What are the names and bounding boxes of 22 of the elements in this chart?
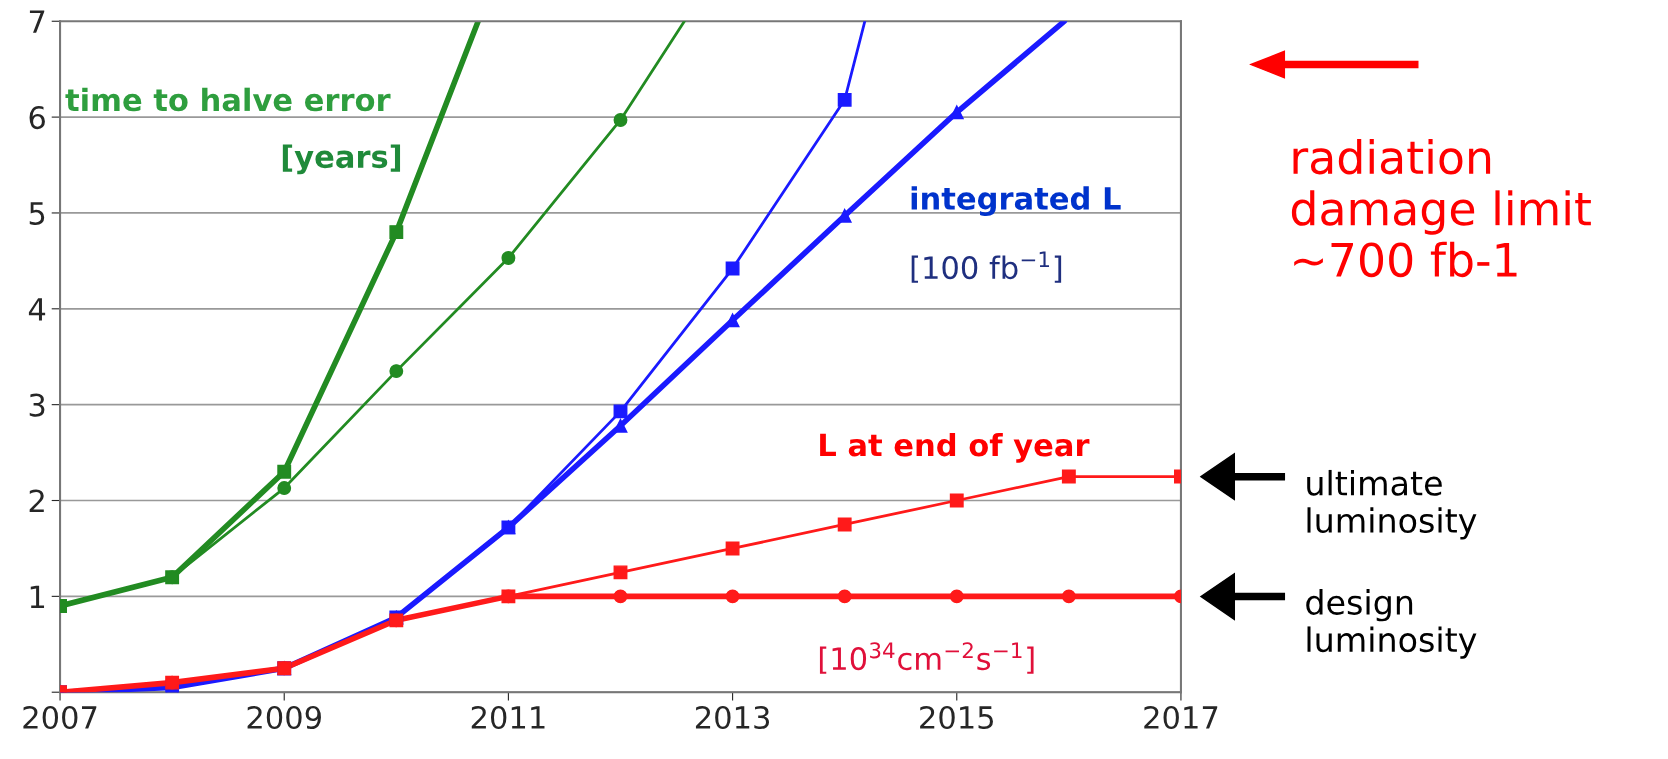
annotation: L at end of year bbox=[820, 432, 1090, 463]
text: ultimate luminosity bbox=[1307, 469, 1477, 540]
y-tick-label: 1 bbox=[30, 585, 45, 608]
y-tick-label: 3 bbox=[29, 393, 45, 417]
x-tick-label: 2015 bbox=[920, 705, 993, 730]
x-tick-label: 2007 bbox=[23, 705, 97, 730]
annotation: time to halve error bbox=[65, 87, 391, 112]
y-tick-label: 2 bbox=[29, 489, 44, 513]
x-tick-label: 2011 bbox=[471, 705, 545, 730]
y-tick-label: 5 bbox=[29, 202, 45, 225]
y-tick-label: 4 bbox=[28, 298, 46, 321]
y-tick-label: 7 bbox=[29, 10, 45, 33]
x-tick-label: 2013 bbox=[695, 705, 770, 730]
x-tick-label: 2009 bbox=[247, 705, 321, 730]
annotation: [years] bbox=[282, 144, 401, 175]
text: radiation damage limit ~700 fb-1 bbox=[1291, 139, 1591, 278]
annotation: [100 fb$^{−1}$] bbox=[911, 251, 1062, 283]
text: design luminosity bbox=[1306, 589, 1477, 659]
annotation: [10$^{34}$cm$^{−2}$s$^{−1}$] bbox=[819, 642, 1034, 674]
annotation: integrated L bbox=[911, 186, 1121, 217]
x-tick-label: 2017 bbox=[1144, 705, 1218, 730]
y-tick-label: 6 bbox=[29, 106, 45, 130]
